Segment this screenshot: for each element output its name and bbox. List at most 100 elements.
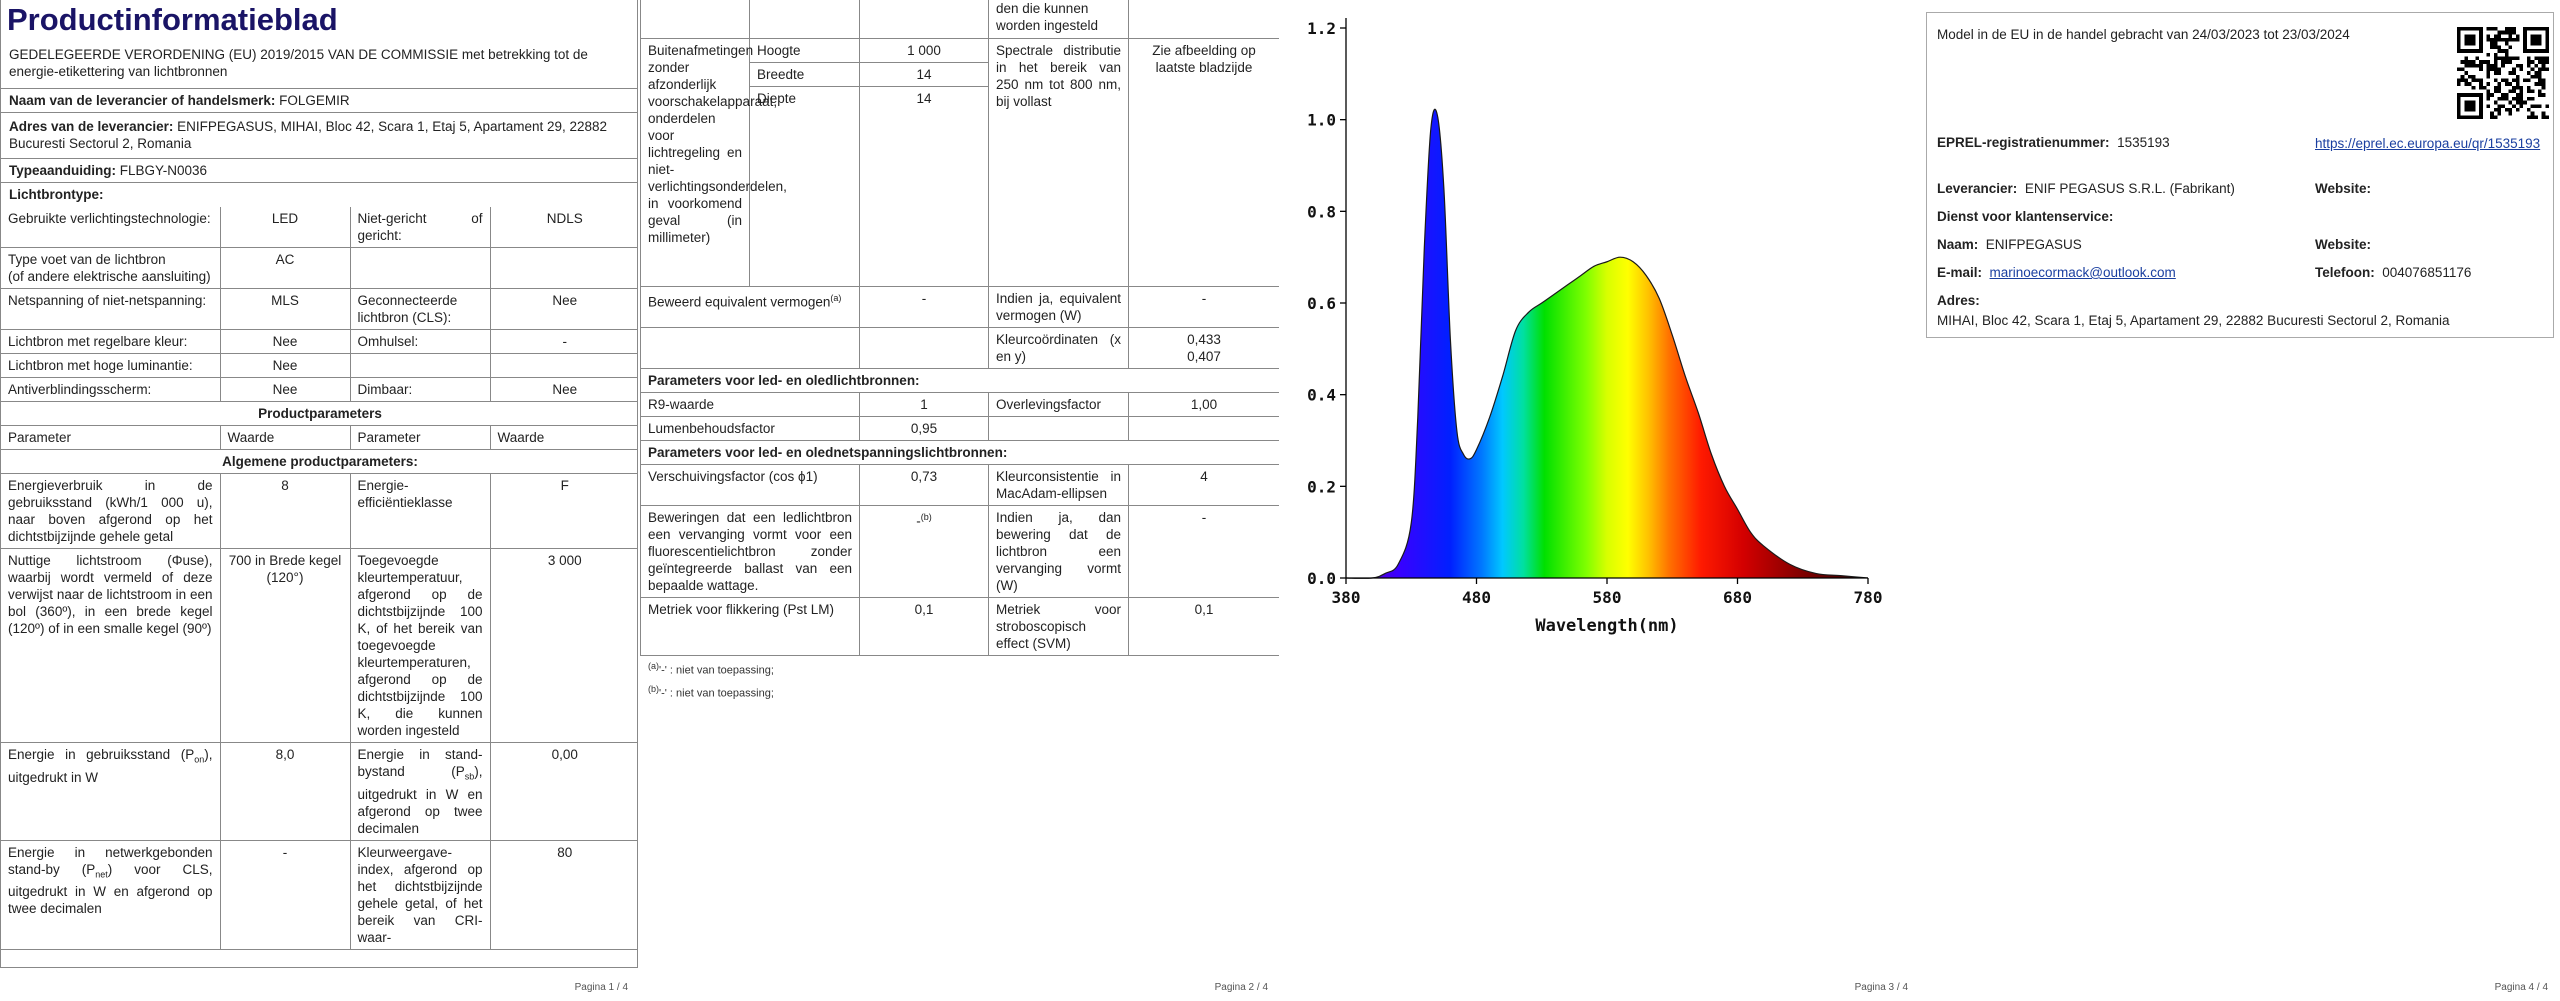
x-axis-label: Wavelength(nm) [1535,616,1678,636]
chromaticity-value: 0,433 0,407 [1128,326,1279,369]
mains-value: MLS [219,288,351,330]
col-value-header: Waarde [219,425,351,450]
y-tick-label: 0.0 [1307,569,1336,588]
on-mode-power-value: 8,0 [219,742,351,841]
table-row: den die kunnen worden ingesteld [640,0,1279,39]
dimmable-value: Nee [489,377,637,402]
mains-label: Netspanning of niet-netspanning: [1,288,221,330]
empty-cell [859,326,989,369]
survival-factor-label: Overlevingsfactor [988,391,1129,417]
table-row: Lichtbron met hoge luminantie: Nee [1,353,637,378]
lightsource-type-row: Lichtbrontype: [1,182,637,207]
envelope-label: Omhulsel: [349,329,491,354]
dimmable-label: Dimbaar: [349,377,491,402]
empty-cell [1128,415,1279,441]
r9-label: R9-waarde [640,391,860,417]
page-3: 0.0 0.2 0.4 0.6 0.8 1.0 1.2 380 480 580 680 780 Wave… [1280,0,1920,1001]
table-row: Netspanning of niet-netspanning: MLS Gec… [1,288,637,330]
phone-row: Telefoon: 004076851176 [2315,265,2472,280]
empty-cell [489,353,637,378]
table-row: Diepte 14 [641,85,1280,287]
website-label: Website: [2315,181,2372,196]
flicker-label: Metriek voor flikkering (Pst LM) [640,596,860,655]
cls-value: Nee [489,288,637,330]
page-footer: Pagina 2 / 4 [1214,982,1268,993]
table-row: Buitenafmetingen zonder afzonderlijk voo… [640,37,1279,287]
table-row: Type voet van de lichtbron (of andere ele… [1,247,637,289]
displacement-factor-value: 0,73 [859,463,989,506]
cct-value: 3 000 [489,548,637,743]
page-footer: Pagina 3 / 4 [1854,982,1908,993]
supplier-address-row: Adres van de leverancier: ENIFPEGASUS, M… [1,112,637,158]
spectrum-area [1346,109,1868,579]
x-tick-label: 580 [1593,588,1622,607]
table-row: Beweerd equivalent vermogen(a) - Indien … [640,285,1279,328]
col-param-header: Parameter [1,425,221,450]
network-standby-label: Energie in netwerkgebonden stand-by (Pne… [1,839,221,950]
replacement-w-label: Indien ja, dan bewering dat de lichtbron… [988,504,1129,598]
table-row: Energie in gebruiksstand (Pon), uitgedru… [1,742,637,841]
empty-cell [489,247,637,289]
x-tick-label: 380 [1332,588,1361,607]
params-table: den die kunnen worden ingesteld Buitenaf… [640,0,1280,655]
eprel-link[interactable]: https://eprel.ec.europa.eu/qr/1535193 [2315,136,2541,151]
antiglare-label: Antiverblindingsscherm: [1,377,221,402]
empty-cell [640,326,860,369]
email-link[interactable]: marinoecormack@outlook.com [1989,265,2176,280]
lumen-maintenance-label: Lumenbehoudsfactor [640,415,860,441]
displacement-factor-label: Verschuivingsfactor (cos ϕ1) [640,463,860,506]
cct-label: Toegevoegde kleurtemperatuur, afgerond o… [349,548,491,743]
regulation-text: GEDELEGEERDE VERORDENING (EU) 2019/2015 … [9,47,588,79]
tech-value: LED [219,207,351,248]
equivalent-power-w-value: - [1128,285,1279,328]
customer-service-label: Dienst voor klantenservice: [1937,209,2114,224]
dimensions-label: Buitenafmetingen zonder afzonderlijk voo… [640,37,787,287]
lightsource-type-label: Lichtbrontype: [9,187,104,202]
high-luminance-label: Lichtbron met hoge luminantie: [1,353,221,378]
eprel-info-box: Model in de EU in de handel gebracht van… [1926,12,2554,338]
y-tick-label: 0.2 [1307,477,1336,496]
nondirectional-label: Niet-gericht of gericht: [349,207,491,248]
col-value-header: Waarde [489,425,637,450]
qr-code-icon[interactable] [2457,27,2549,119]
cap-label: Type voet van de lichtbron [8,252,166,267]
equivalent-power-w-label: Indien ja, equivalent vermogen (W) [988,285,1129,328]
useful-flux-value: 700 in Brede kegel (120°) [219,548,351,743]
continued-text: den die kunnen worden ingesteld [988,0,1129,39]
energy-consumption-value: 8 [219,473,351,549]
cap-value: AC [219,247,351,289]
page-title: Productinformatieblad [7,2,338,37]
replacement-w-value: - [1128,504,1279,598]
supplier-name-row: Naam van de leverancier of handelsmerk: … [1,88,637,112]
table-row: Lumenbehoudsfactor 0,95 [640,415,1279,441]
table-row: Antiverblindingsscherm: Nee Dimbaar: Nee [1,377,637,402]
table-row: Nuttige lichtstroom (Φuse), waarbij word… [1,548,637,743]
x-tick-label: 780 [1854,588,1883,607]
address-value: MIHAI, Bloc 42, Scara 1, Etaj 5, Apartam… [1937,313,2450,328]
supplier-name-value: FOLGEMIR [279,93,350,108]
table-row: Kleurcoördinaten (x en y) 0,433 0,407 [640,326,1279,369]
table-row: Parameters voor led- en oledlichtbronnen… [640,367,1279,393]
y-tick-label: 0.6 [1307,294,1336,313]
supplier-address-value: ENIFPEGASUS, MIHAI, Bloc 42, Scara 1, Et… [9,119,608,151]
product-info-continued: den die kunnen worden ingesteld Buitenaf… [640,0,1279,656]
product-info-sheet: Productinformatieblad GEDELEGEERDE VEROR… [0,0,638,968]
footnote-a: (a)'-' : niet van toepassing; [648,661,774,677]
colour-tunable-label: Lichtbron met regelbare kleur: [1,329,221,354]
high-luminance-value: Nee [219,353,351,378]
height-label: Hoogte [749,37,860,63]
footnote-b: (b)'-' : niet van toepassing; [648,683,774,700]
equivalent-power-value: - [859,285,989,328]
table-row: R9-waarde 1 Overlevingsfactor 1,00 [640,391,1279,417]
replacement-claim-label: Beweringen dat een ledlichtbron een verv… [640,504,860,598]
led-params-header: Parameters voor led- en oledlichtbronnen… [640,367,1279,393]
page-1: Productinformatieblad GEDELEGEERDE VEROR… [0,0,640,1001]
supplier-value: ENIF PEGASUS S.R.L. (Fabrikant) [2024,181,2235,196]
chromaticity-label: Kleurcoördinaten (x en y) [988,326,1129,369]
lumen-maintenance-value: 0,95 [859,415,989,441]
lightsource-table: Gebruikte verlichtingstechnologie: LED N… [1,207,637,950]
on-mode-power-label: Energie in gebruiksstand (Pon), uitgedru… [1,742,221,841]
table-row: Metriek voor flikkering (Pst LM) 0,1 Met… [640,596,1279,655]
standby-power-value: 0,00 [489,742,637,841]
empty-cell [859,0,989,39]
